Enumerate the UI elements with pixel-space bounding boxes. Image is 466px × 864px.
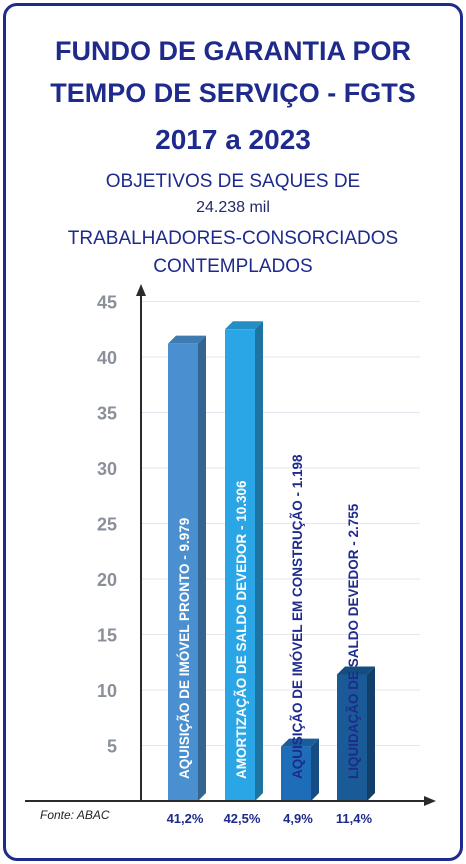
bar-top	[337, 666, 375, 675]
subtitle-line-3: TRABALHADORES-CONSORCIADOS	[67, 228, 399, 249]
y-tick-label: 5	[107, 737, 117, 757]
value-label: 42,5%	[224, 811, 261, 826]
title-line-2: TEMPO DE SERVIÇO - FGTS	[50, 78, 416, 108]
bar-side	[255, 321, 263, 801]
value-label: 4,9%	[283, 811, 313, 826]
bar-category-label: AQUISIÇÃO DE IMÓVEL EM CONSTRUÇÃO - 1.19…	[290, 454, 305, 779]
bar-category-label: AQUISIÇÃO DE IMÓVEL PRONTO - 9.979	[177, 518, 192, 779]
bar-top	[225, 321, 263, 330]
bar-side	[311, 738, 319, 801]
subtitle-line-2: 24.238 mil	[196, 199, 270, 216]
bar-side	[198, 335, 206, 801]
bar-category-label: AMORTIZAÇÃO DE SALDO DEVEDOR - 10.306	[234, 480, 249, 779]
y-tick-label: 25	[97, 515, 117, 535]
y-tick-label: 45	[97, 293, 117, 313]
source-note: Fonte: ABAC	[40, 808, 110, 822]
y-tick-label: 35	[97, 404, 117, 424]
subtitle-line-1: OBJETIVOS DE SAQUES DE	[105, 171, 361, 192]
bar-side	[367, 666, 375, 801]
bar-top	[281, 738, 319, 747]
y-tick-label: 30	[97, 459, 117, 479]
value-label: 41,2%	[167, 811, 204, 826]
y-tick-label: 40	[97, 348, 117, 368]
bar-top	[168, 335, 206, 344]
x-axis-arrow	[424, 796, 436, 806]
title-line-1: FUNDO DE GARANTIA POR	[55, 36, 411, 66]
bar	[225, 329, 255, 801]
subtitle-line-4: CONTEMPLADOS	[153, 256, 313, 277]
y-tick-label: 15	[97, 626, 117, 646]
value-label: 11,4%	[336, 811, 373, 826]
y-tick-label: 20	[97, 570, 117, 590]
title-line-3: 2017 a 2023	[155, 124, 311, 155]
y-tick-label: 10	[97, 681, 117, 701]
bar-category-label: LIQUIDAÇÃO DE SALDO DEVEDOR - 2.755	[346, 503, 361, 779]
bar	[337, 674, 367, 801]
y-axis-arrow	[136, 284, 146, 296]
bar	[281, 746, 311, 801]
bar	[168, 343, 198, 801]
